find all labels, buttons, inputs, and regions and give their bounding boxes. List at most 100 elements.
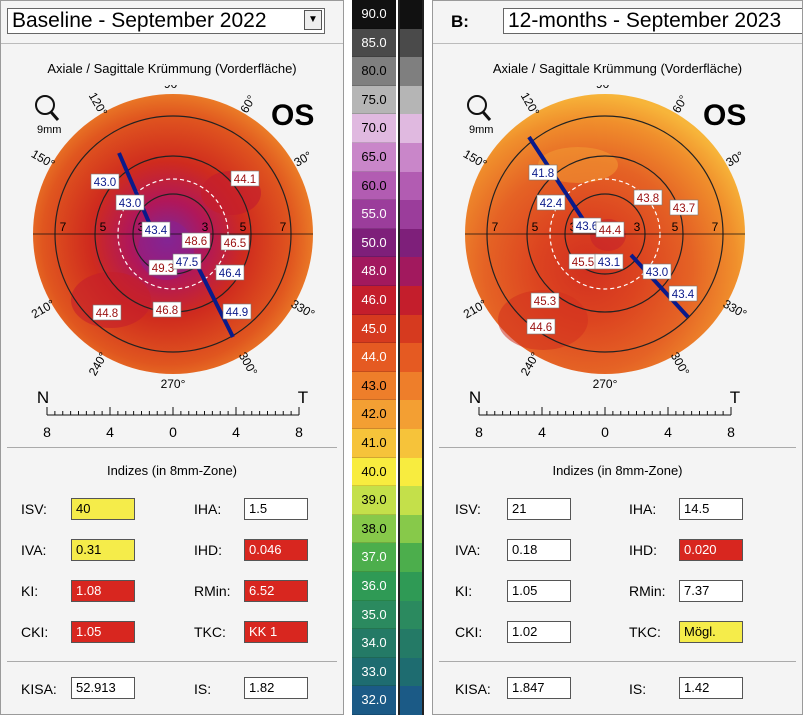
color-swatch — [400, 600, 422, 630]
curvature-value-label: 44.9 — [222, 303, 252, 320]
chevron-down-icon[interactable]: ▼ — [304, 10, 322, 30]
kisa-label: KISA: — [455, 681, 491, 697]
iva-label: IVA: — [21, 542, 47, 558]
temporal-label: T — [298, 388, 308, 407]
svg-text:49.3: 49.3 — [152, 263, 174, 275]
iva-value: 0.31 — [71, 539, 135, 561]
map-subtitle: Axiale / Sagittale Krümmung (Vorderfläch… — [47, 61, 297, 76]
isv-label: ISV: — [455, 501, 481, 517]
svg-text:46.4: 46.4 — [219, 268, 242, 280]
scale-value: 34.0 — [352, 629, 396, 658]
scale-value: 80.0 — [352, 57, 396, 86]
angle-label: 90° — [596, 85, 614, 91]
exam-select-baseline[interactable]: Baseline - September 2022 — [7, 8, 325, 34]
svg-text:43.4: 43.4 — [672, 289, 695, 301]
isv-value: 21 — [507, 498, 571, 520]
topography-map-baseline: 90°60°30°330°300°270°240°210°150°120°753… — [1, 77, 343, 445]
ki-label: KI: — [21, 583, 39, 599]
eye-label: OS — [271, 99, 314, 132]
svg-text:42.4: 42.4 — [540, 198, 563, 210]
color-swatch — [400, 629, 422, 658]
baseline-panel: Baseline - September 2022 ▼ Axiale / Sag… — [0, 0, 344, 715]
ruler-tick-label: 8 — [295, 424, 303, 440]
ring-label: 7 — [492, 220, 499, 234]
svg-text:44.1: 44.1 — [234, 174, 256, 186]
ruler-tick-label: 4 — [232, 424, 240, 440]
steep-axis-line — [629, 253, 690, 319]
curvature-value-label: 41.8 — [528, 164, 558, 181]
ihd-value: 0.046 — [244, 539, 308, 561]
steep-axis-line — [117, 152, 153, 228]
ring-label: 5 — [532, 220, 539, 234]
zoom-icon[interactable] — [35, 95, 60, 121]
curvature-value-label: 45.3 — [530, 292, 560, 309]
color-swatch — [400, 572, 422, 601]
iva-label: IVA: — [455, 542, 481, 558]
indices-title: Indizes (in 8mm-Zone) — [552, 463, 683, 478]
nasal-label: N — [469, 388, 481, 407]
svg-text:43.6: 43.6 — [576, 221, 598, 233]
svg-text:43.8: 43.8 — [637, 193, 659, 205]
ihd-label: IHD: — [629, 542, 657, 558]
curvature-value-label: 44.4 — [595, 221, 625, 238]
curvature-value-label: 42.4 — [536, 194, 566, 211]
zoom-size-label: 9mm — [469, 124, 493, 136]
scale-value: 33.0 — [352, 657, 396, 687]
ruler-tick-label: 8 — [727, 424, 735, 440]
ki-label: KI: — [455, 583, 473, 599]
curvature-value-label: 46.8 — [152, 301, 182, 318]
svg-text:45.3: 45.3 — [534, 296, 556, 308]
iva-value: 0.18 — [507, 539, 571, 561]
is-value: 1.82 — [244, 677, 308, 699]
followup-panel: B: 12-months - September 2023 Axiale / S… — [432, 0, 803, 715]
ihd-value: 0.020 — [679, 539, 743, 561]
scale-value: 48.0 — [352, 257, 396, 286]
curvature-value-label: 43.8 — [633, 189, 663, 206]
ruler-tick-label: 4 — [664, 424, 672, 440]
ring-label: 7 — [280, 220, 287, 234]
tkc-value: Mögl. — [679, 621, 743, 643]
ihd-label: IHD: — [194, 542, 222, 558]
ring-label: 7 — [712, 220, 719, 234]
curvature-value-label: 44.1 — [230, 170, 260, 187]
color-swatch — [400, 457, 422, 487]
scale-value: 90.0 — [352, 0, 396, 29]
kisa-value: 52.913 — [71, 677, 135, 699]
color-swatch — [400, 171, 422, 201]
tkc-label: TKC: — [194, 624, 226, 640]
ring-label: 3 — [138, 220, 145, 234]
curvature-value-label: 43.6 — [572, 217, 602, 234]
scale-value: 75.0 — [352, 85, 396, 115]
curvature-value-label: 49.3 — [148, 259, 178, 276]
rmin-label: RMin: — [629, 583, 666, 599]
scale-value: 40.0 — [352, 457, 396, 487]
angle-label: 300° — [236, 350, 261, 379]
iha-value: 14.5 — [679, 498, 743, 520]
svg-text:43.0: 43.0 — [119, 198, 141, 210]
color-swatch — [400, 28, 422, 58]
cki-value: 1.02 — [507, 621, 571, 643]
svg-text:44.4: 44.4 — [599, 225, 622, 237]
exam-select-followup[interactable]: 12-months - September 2023 — [503, 8, 802, 34]
cki-label: CKI: — [21, 624, 49, 640]
curvature-value-label: 43.0 — [90, 173, 120, 190]
color-swatch — [400, 114, 422, 143]
steep-axis-line — [195, 264, 235, 338]
curvature-value-label: 46.5 — [220, 234, 250, 251]
curvature-value-label: 46.4 — [215, 264, 245, 281]
zoom-icon[interactable] — [467, 95, 492, 121]
svg-text:46.5: 46.5 — [224, 238, 246, 250]
svg-text:41.8: 41.8 — [532, 168, 554, 180]
color-swatch — [400, 343, 422, 372]
diopter-scale: 90.0 85.0 80.0 75.0 70.0 65.0 60.0 55.0 50.0 48.0… — [352, 0, 396, 715]
kisa-label: KISA: — [21, 681, 57, 697]
steep-axis-line — [527, 135, 590, 229]
color-swatch — [400, 200, 422, 229]
color-swatch — [400, 657, 422, 687]
ruler-tick-label: 4 — [538, 424, 546, 440]
divider — [7, 661, 337, 662]
rmin-value: 6.52 — [244, 580, 308, 602]
nasal-label: N — [37, 388, 49, 407]
color-swatch — [400, 486, 422, 515]
topography-map-followup: 90°60°30°330°300°270°240°210°150°120°753… — [433, 77, 802, 445]
